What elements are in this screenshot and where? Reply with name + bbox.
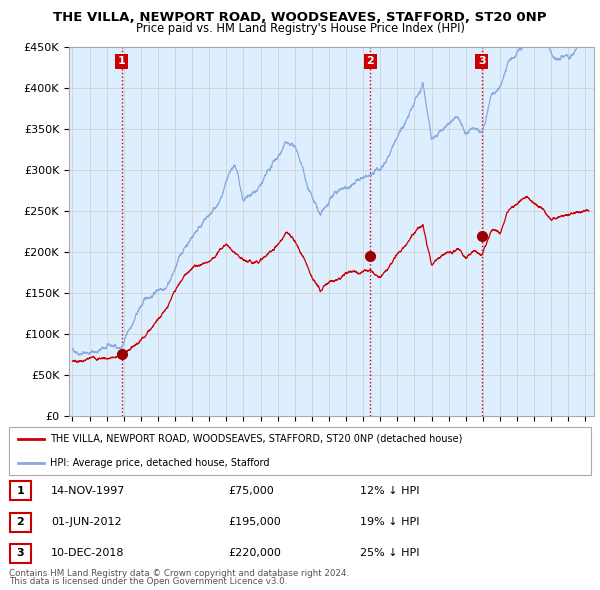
Text: 1: 1 <box>17 486 24 496</box>
Text: HPI: Average price, detached house, Stafford: HPI: Average price, detached house, Staf… <box>50 458 269 468</box>
Text: 3: 3 <box>17 549 24 558</box>
FancyBboxPatch shape <box>10 513 31 532</box>
Text: 14-NOV-1997: 14-NOV-1997 <box>51 486 125 496</box>
FancyBboxPatch shape <box>9 427 591 475</box>
Text: 25% ↓ HPI: 25% ↓ HPI <box>360 549 419 558</box>
Text: THE VILLA, NEWPORT ROAD, WOODSEAVES, STAFFORD, ST20 0NP: THE VILLA, NEWPORT ROAD, WOODSEAVES, STA… <box>53 11 547 24</box>
Text: 01-JUN-2012: 01-JUN-2012 <box>51 517 122 527</box>
Text: THE VILLA, NEWPORT ROAD, WOODSEAVES, STAFFORD, ST20 0NP (detached house): THE VILLA, NEWPORT ROAD, WOODSEAVES, STA… <box>50 434 462 444</box>
Text: 19% ↓ HPI: 19% ↓ HPI <box>360 517 419 527</box>
Text: 10-DEC-2018: 10-DEC-2018 <box>51 549 125 558</box>
Text: This data is licensed under the Open Government Licence v3.0.: This data is licensed under the Open Gov… <box>9 578 287 586</box>
Text: Price paid vs. HM Land Registry's House Price Index (HPI): Price paid vs. HM Land Registry's House … <box>136 22 464 35</box>
FancyBboxPatch shape <box>10 544 31 563</box>
Text: £220,000: £220,000 <box>228 549 281 558</box>
Text: £75,000: £75,000 <box>228 486 274 496</box>
Text: 3: 3 <box>478 57 485 67</box>
Text: £195,000: £195,000 <box>228 517 281 527</box>
Text: Contains HM Land Registry data © Crown copyright and database right 2024.: Contains HM Land Registry data © Crown c… <box>9 569 349 578</box>
FancyBboxPatch shape <box>10 481 31 500</box>
Text: 2: 2 <box>367 57 374 67</box>
Text: 2: 2 <box>17 517 24 527</box>
Text: 1: 1 <box>118 57 125 67</box>
Text: 12% ↓ HPI: 12% ↓ HPI <box>360 486 419 496</box>
